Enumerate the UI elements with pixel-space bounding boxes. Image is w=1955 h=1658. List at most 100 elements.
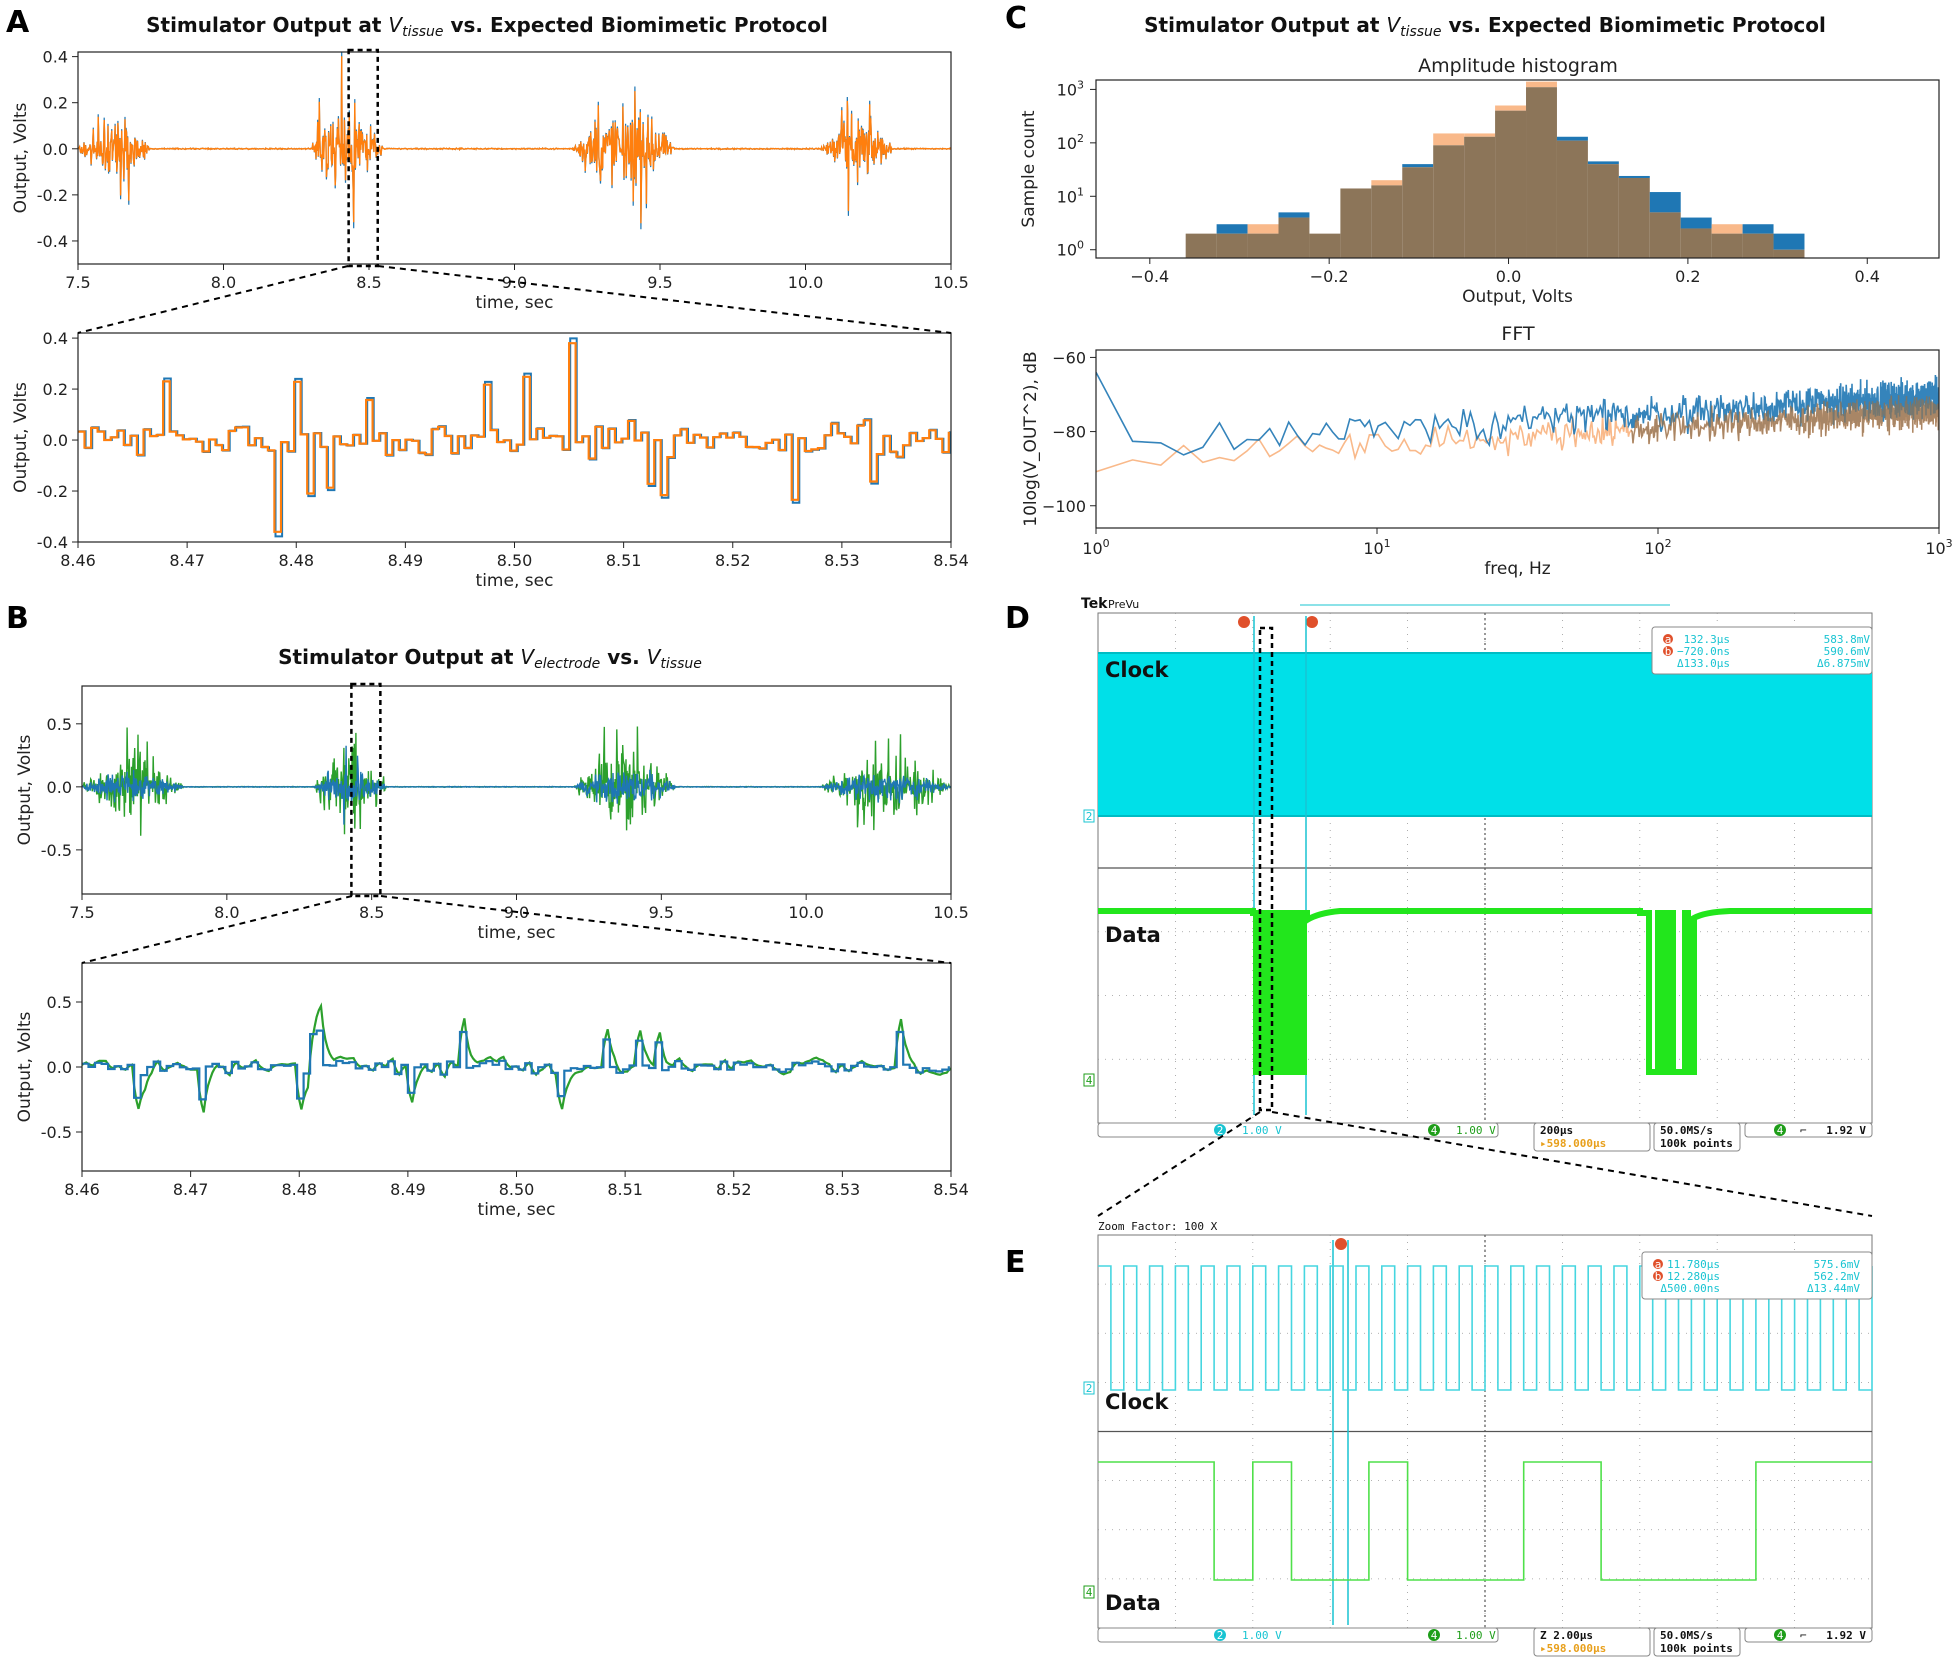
y-tick-label: 0.0: [47, 778, 72, 797]
zoom-connectors: [77, 265, 1873, 1217]
histogram-bar-excess: [1680, 217, 1712, 229]
x-tick-label: 8.50: [497, 551, 533, 570]
x-tick-label: 8.53: [824, 551, 860, 570]
x-tick-label: 8.0: [214, 903, 239, 922]
tick-base: 10: [1644, 539, 1664, 558]
panel-label-c: C: [1005, 1, 1027, 36]
tick-base: 10: [1057, 241, 1077, 260]
histogram-bar-overlap: [1587, 164, 1619, 258]
trigger-level: 1.92 V: [1826, 1629, 1866, 1642]
histogram-bar-excess: [1742, 224, 1774, 234]
histogram-bar-overlap: [1618, 177, 1650, 258]
x-axis-label: time, sec: [476, 293, 554, 313]
ch2-ground-marker: [1083, 1381, 1095, 1395]
ch2-scale: 1.00 V: [1242, 1629, 1282, 1642]
ch4-scale: 1.00 V: [1456, 1629, 1496, 1642]
panel-b-title: Stimulator Output at Velectrode vs. Vtis…: [278, 645, 702, 672]
x-tick-label: 8.50: [499, 1180, 535, 1199]
series-electrode-line: [82, 1002, 951, 1113]
cursor-time: Δ133.0µs: [1677, 657, 1730, 670]
y-axis-label: Output, Volts: [11, 102, 31, 213]
histogram-bar-excess: [1526, 81, 1557, 88]
y-tick-label: 0.0: [47, 1058, 72, 1077]
cursor-time: 132.3µs: [1684, 633, 1730, 646]
zoom-connector-right: [377, 265, 952, 334]
panel-label-d: D: [1005, 601, 1030, 636]
x-tick-label: 7.5: [69, 903, 94, 922]
plot-area: [1096, 371, 1939, 473]
series-output-line: [78, 56, 951, 224]
x-tick-label: 8.48: [278, 551, 314, 570]
x-tick-label: 8.52: [716, 1180, 752, 1199]
histogram-bar-excess: [1556, 136, 1588, 141]
zoom-window-box: [350, 682, 382, 898]
plot-frame: [77, 51, 952, 265]
cursor-marker-label: b: [1665, 645, 1672, 658]
histogram-bar-overlap: [1464, 136, 1496, 258]
y-axis-label: Output, Volts: [15, 734, 35, 845]
y-tick-label: 0.0: [43, 431, 68, 450]
y-tick-label: 102: [1057, 132, 1084, 153]
trigger-slope-icon: ⌐: [1800, 1629, 1807, 1642]
x-axis-label: time, sec: [478, 923, 556, 943]
y-tick-label: 101: [1057, 185, 1084, 206]
x-tick-label: 9.5: [647, 273, 672, 292]
ch4-ground-label: 4: [1086, 1586, 1093, 1599]
trigger-level: 1.92 V: [1826, 1124, 1866, 1137]
x-tick-label: 103: [1925, 537, 1952, 558]
plot-area: [82, 726, 951, 836]
histogram-bar-excess: [1649, 192, 1681, 213]
histogram-bar-excess: [1464, 133, 1496, 137]
histogram-bar-excess: [1618, 175, 1650, 178]
y-tick-label: -0.4: [37, 533, 68, 552]
cursor-b-icon: [1238, 616, 1250, 628]
y-tick-label: 0.4: [43, 329, 68, 348]
tick-base: 10: [1057, 187, 1077, 206]
trigger-offset: ▸598.000µs: [1540, 1137, 1606, 1150]
histogram-bar-excess: [1371, 180, 1403, 186]
y-tick-label: -0.5: [41, 1123, 72, 1142]
plot-area: [78, 337, 951, 538]
x-tick-label: 101: [1363, 537, 1390, 558]
zoom-connector-right: [380, 895, 952, 964]
histogram-bar-excess: [1278, 212, 1310, 218]
tick-base: 10: [1057, 80, 1077, 99]
x-tick-label: 8.54: [933, 1180, 969, 1199]
histogram-bar-overlap: [1340, 188, 1372, 258]
x-tick-label: 10.5: [933, 903, 969, 922]
chart-a-overview: 7.5 8.0 8.5 9.0 9.5 10.0 10.5-0.4-0.20.00.20.4…: [11, 48, 969, 313]
histogram-bar-overlap: [1433, 145, 1465, 258]
trigger-ch-badge-icon: [1774, 1629, 1786, 1641]
scope-e-data-label: Data: [1105, 1591, 1161, 1615]
zoom-connector-right: [1271, 1111, 1873, 1217]
cursor-volt: Δ6.875mV: [1817, 657, 1870, 670]
trigger-ch-label: 4: [1777, 1629, 1784, 1642]
ch4-ground-marker: [1083, 1585, 1095, 1599]
cursor-marker-b-icon: [1663, 646, 1673, 656]
x-tick-label: 8.0: [211, 273, 236, 292]
x-tick-label: −0.2: [1310, 267, 1349, 286]
x-tick-label: 102: [1644, 537, 1671, 558]
ch2-ground-label: 2: [1086, 1382, 1093, 1395]
panel-a-title: Stimulator Output at Vtissue vs. Expecte…: [146, 13, 828, 40]
x-tick-label: 8.49: [390, 1180, 426, 1199]
tick-exponent: 3: [1077, 78, 1084, 91]
scope-d: Tek PreVu 2 4 Clock Data a 132.3µs 583.8mV b…: [1081, 596, 1873, 1152]
series-expected-line: [1096, 371, 1939, 456]
cursor-time: 11.780µs: [1667, 1258, 1720, 1271]
histogram-bar-overlap: [1556, 140, 1588, 258]
panel-c-title: Stimulator Output at Vtissue vs. Expecte…: [1144, 13, 1826, 40]
ch4-scale: 1.00 V: [1456, 1124, 1496, 1137]
x-tick-label: 10.5: [933, 273, 969, 292]
histogram-bar-overlap: [1649, 212, 1681, 258]
plot-frame: [1095, 79, 1940, 259]
y-tick-label: −100: [1042, 497, 1086, 516]
cursor-time: 12.280µs: [1667, 1270, 1720, 1283]
y-axis-label: Output, Volts: [15, 1011, 35, 1122]
x-tick-label: 8.53: [825, 1180, 861, 1199]
cursor-volt: 575.6mV: [1814, 1258, 1861, 1271]
ch4-badge-label: 4: [1431, 1124, 1438, 1137]
histogram-bar-overlap: [1495, 110, 1527, 258]
x-tick-label: 0.0: [1496, 267, 1521, 286]
